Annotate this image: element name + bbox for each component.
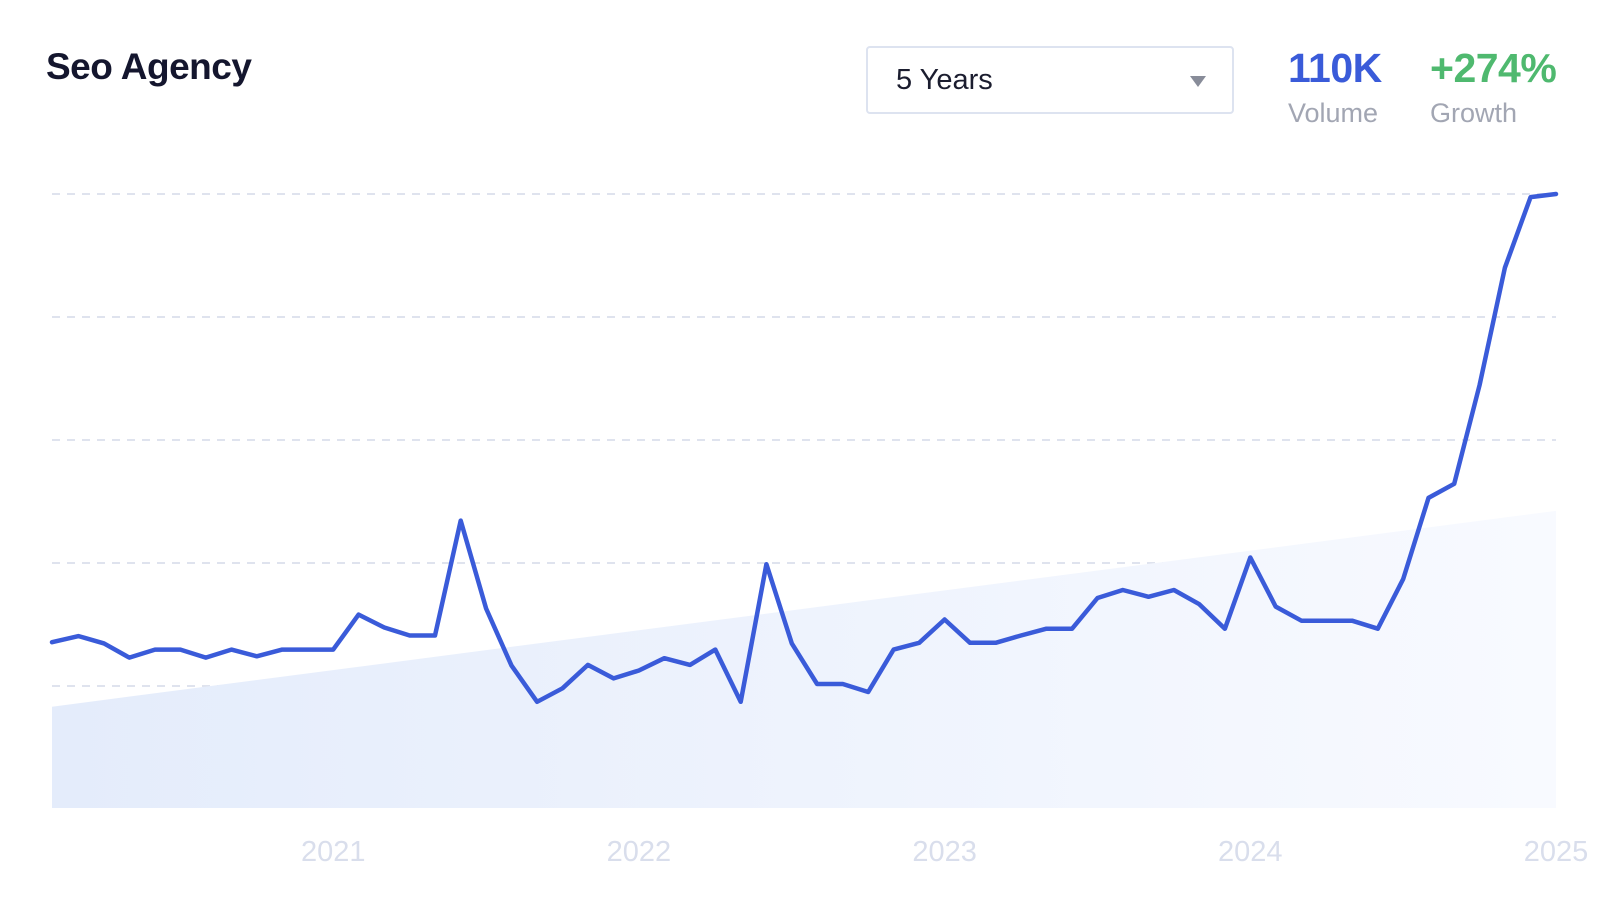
x-tick-label: 2024 (1218, 836, 1283, 868)
growth-value: +274% (1430, 45, 1557, 91)
time-range-value: 5 Years (896, 64, 993, 96)
volume-label: Volume (1288, 98, 1379, 128)
volume-line (49, 191, 1559, 705)
volume-stat: 110K Volume (1288, 44, 1382, 129)
page-title: Seo Agency (46, 46, 252, 87)
x-tick-label: 2021 (301, 836, 366, 868)
volume-value: 110K (1288, 45, 1382, 91)
growth-label: Growth (1430, 98, 1518, 128)
x-tick-label: 2023 (912, 836, 977, 868)
x-tick-label: 2025 (1524, 836, 1589, 868)
growth-stat: +274% Growth (1430, 44, 1557, 129)
x-tick-label: 2022 (607, 836, 672, 868)
time-range-select[interactable]: 5 Years (866, 46, 1234, 114)
caret-down-icon (1190, 76, 1206, 87)
